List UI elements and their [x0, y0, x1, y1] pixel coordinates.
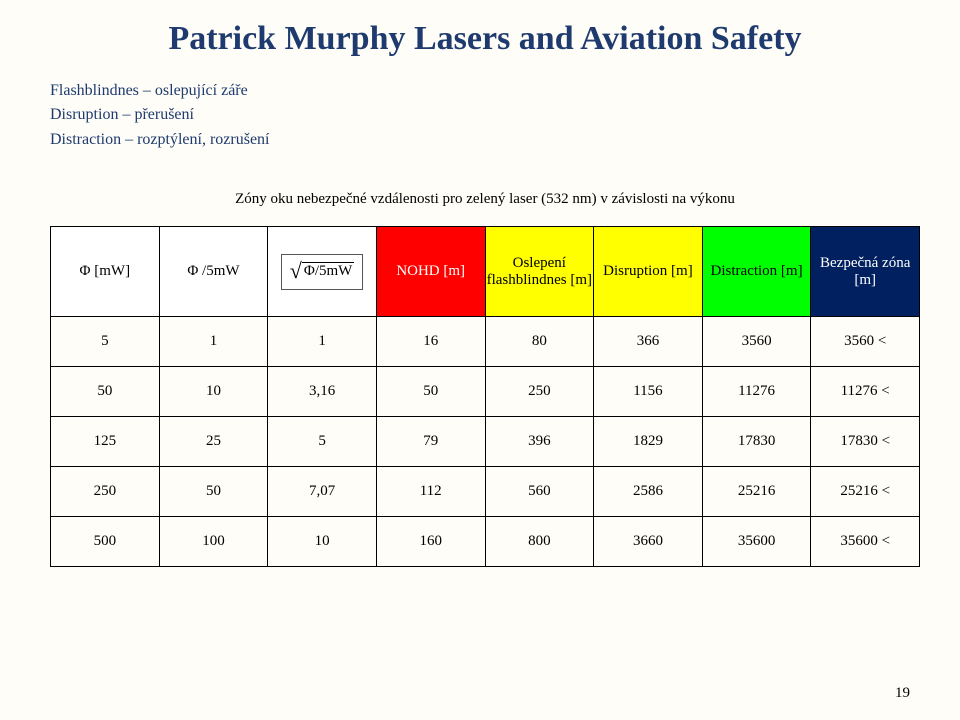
table-cell: 125	[51, 417, 160, 467]
table-cell: 1156	[594, 367, 703, 417]
table-cell: 500	[51, 517, 160, 567]
table-cell: 250	[485, 367, 594, 417]
table-cell: 1	[268, 317, 377, 367]
table-cell: 25216 <	[811, 467, 920, 517]
table-cell: 366	[594, 317, 703, 367]
table-cell: 79	[376, 417, 485, 467]
table-row: 5001001016080036603560035600 <	[51, 517, 920, 567]
table-column-header: √Φ/5mW	[268, 227, 377, 317]
table-column-header: Oslepení flashblindnes [m]	[485, 227, 594, 317]
table-cell: 7,07	[268, 467, 377, 517]
zones-table: Φ [mW]Φ /5mW √Φ/5mW NOHD [m]Oslepení flash…	[50, 226, 920, 567]
table-cell: 17830 <	[811, 417, 920, 467]
table-cell: 3560	[702, 317, 811, 367]
table-cell: 17830	[702, 417, 811, 467]
table-cell: 3,16	[268, 367, 377, 417]
formula-sqrt: √Φ/5mW	[281, 254, 364, 290]
table-cell: 11276 <	[811, 367, 920, 417]
table-cell: 396	[485, 417, 594, 467]
table-cell: 10	[159, 367, 268, 417]
table-cell: 25216	[702, 467, 811, 517]
table-cell: 16	[376, 317, 485, 367]
table-cell: 2586	[594, 467, 703, 517]
table-cell: 50	[376, 367, 485, 417]
table-column-header: Φ /5mW	[159, 227, 268, 317]
definition-line: Disruption – přerušení	[50, 104, 920, 126]
page-number: 19	[895, 685, 910, 702]
table-cell: 160	[376, 517, 485, 567]
table-cell: 50	[159, 467, 268, 517]
table-row: 511168036635603560 <	[51, 317, 920, 367]
table-caption: Zóny oku nebezpečné vzdálenosti pro zele…	[50, 191, 920, 208]
table-cell: 50	[51, 367, 160, 417]
table-cell: 35600 <	[811, 517, 920, 567]
table-cell: 3660	[594, 517, 703, 567]
definition-line: Distraction – rozptýlení, rozrušení	[50, 129, 920, 151]
table-column-header: Bezpečná zóna [m]	[811, 227, 920, 317]
definitions-block: Flashblindnes – oslepující záře Disrupti…	[50, 80, 920, 151]
table-column-header: Disruption [m]	[594, 227, 703, 317]
table-cell: 250	[51, 467, 160, 517]
table-cell: 5	[51, 317, 160, 367]
page-title: Patrick Murphy Lasers and Aviation Safet…	[50, 20, 920, 58]
table-row: 50103,165025011561127611276 <	[51, 367, 920, 417]
table-row: 1252557939618291783017830 <	[51, 417, 920, 467]
table-row: 250507,0711256025862521625216 <	[51, 467, 920, 517]
table-cell: 100	[159, 517, 268, 567]
table-cell: 560	[485, 467, 594, 517]
table-header-row: Φ [mW]Φ /5mW √Φ/5mW NOHD [m]Oslepení flash…	[51, 227, 920, 317]
table-cell: 35600	[702, 517, 811, 567]
table-cell: 5	[268, 417, 377, 467]
table-cell: 11276	[702, 367, 811, 417]
table-cell: 1	[159, 317, 268, 367]
table-cell: 10	[268, 517, 377, 567]
table-cell: 80	[485, 317, 594, 367]
table-cell: 25	[159, 417, 268, 467]
table-column-header: Distraction [m]	[702, 227, 811, 317]
table-cell: 3560 <	[811, 317, 920, 367]
table-cell: 112	[376, 467, 485, 517]
table-cell: 800	[485, 517, 594, 567]
table-column-header: NOHD [m]	[376, 227, 485, 317]
table-column-header: Φ [mW]	[51, 227, 160, 317]
definition-line: Flashblindnes – oslepující záře	[50, 80, 920, 102]
table-cell: 1829	[594, 417, 703, 467]
